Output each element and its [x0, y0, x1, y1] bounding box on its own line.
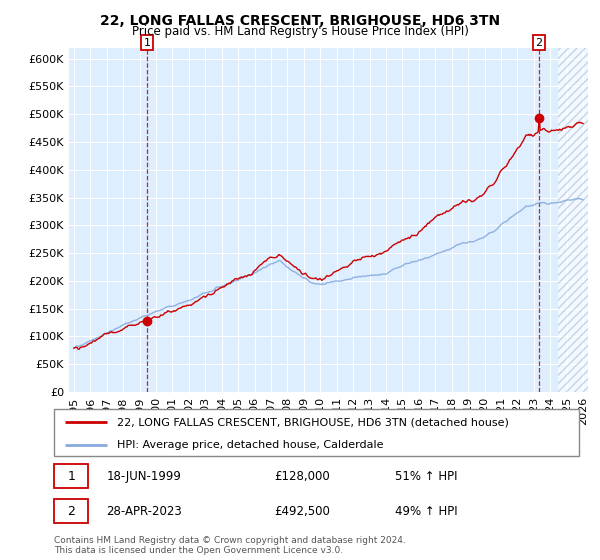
- FancyBboxPatch shape: [54, 464, 88, 488]
- Text: 2: 2: [67, 505, 75, 518]
- Text: Price paid vs. HM Land Registry's House Price Index (HPI): Price paid vs. HM Land Registry's House …: [131, 25, 469, 38]
- FancyBboxPatch shape: [54, 500, 88, 523]
- Text: 1: 1: [67, 470, 75, 483]
- Text: HPI: Average price, detached house, Calderdale: HPI: Average price, detached house, Cald…: [117, 440, 383, 450]
- Text: 22, LONG FALLAS CRESCENT, BRIGHOUSE, HD6 3TN (detached house): 22, LONG FALLAS CRESCENT, BRIGHOUSE, HD6…: [117, 417, 509, 427]
- Text: Contains HM Land Registry data © Crown copyright and database right 2024.: Contains HM Land Registry data © Crown c…: [54, 536, 406, 545]
- Text: 49% ↑ HPI: 49% ↑ HPI: [395, 505, 458, 518]
- Text: £492,500: £492,500: [275, 505, 331, 518]
- Text: £128,000: £128,000: [275, 470, 330, 483]
- Text: 2: 2: [535, 38, 542, 48]
- Text: 18-JUN-1999: 18-JUN-1999: [107, 470, 181, 483]
- Text: This data is licensed under the Open Government Licence v3.0.: This data is licensed under the Open Gov…: [54, 546, 343, 555]
- Text: 22, LONG FALLAS CRESCENT, BRIGHOUSE, HD6 3TN: 22, LONG FALLAS CRESCENT, BRIGHOUSE, HD6…: [100, 14, 500, 28]
- FancyBboxPatch shape: [54, 409, 579, 456]
- Polygon shape: [559, 48, 588, 392]
- Text: 51% ↑ HPI: 51% ↑ HPI: [395, 470, 458, 483]
- Text: 28-APR-2023: 28-APR-2023: [107, 505, 182, 518]
- Text: 1: 1: [143, 38, 151, 48]
